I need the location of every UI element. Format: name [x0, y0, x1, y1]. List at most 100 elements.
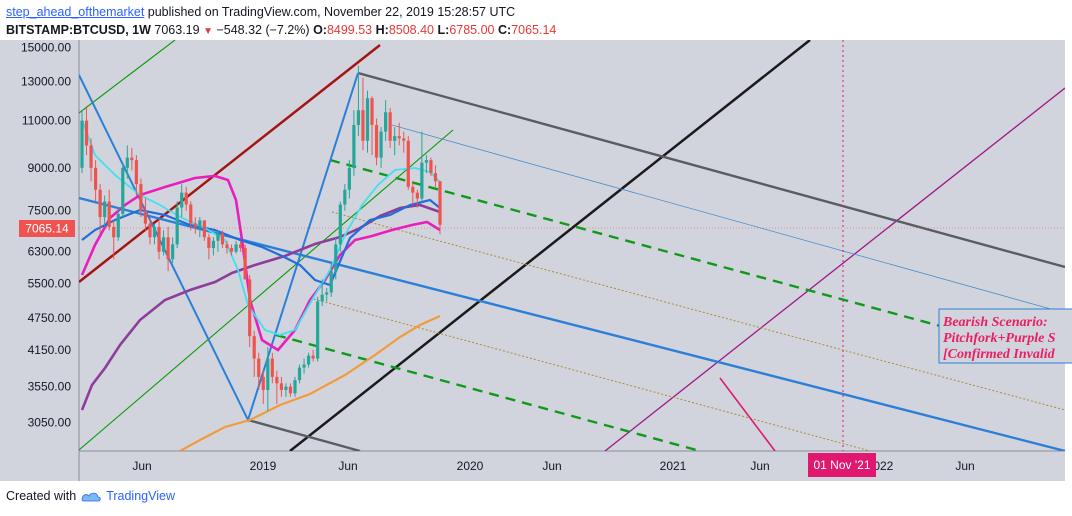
low-label: L:	[437, 23, 450, 37]
dotted-line-2	[309, 297, 871, 451]
candle-body	[143, 210, 148, 224]
candle	[424, 155, 429, 174]
pitchfork-lower	[247, 418, 361, 451]
candle	[347, 160, 351, 199]
tradingview-brand-link[interactable]: TradingView	[106, 489, 175, 503]
candle	[433, 165, 438, 187]
candle	[193, 217, 197, 234]
candle-body	[424, 160, 429, 163]
x-tick-label: Jun	[955, 459, 974, 473]
x-tick-label: 2019	[250, 459, 277, 473]
candle	[429, 157, 433, 176]
y-tick-label: 3050.00	[28, 415, 72, 429]
candle-body	[93, 167, 98, 190]
annotation-line-3: [Confirmed Invalid	[943, 347, 1056, 362]
candle-body	[411, 186, 415, 193]
candle	[207, 233, 211, 260]
candle	[374, 118, 379, 166]
pitchfork-upper	[357, 71, 1065, 269]
candle-body	[402, 138, 406, 141]
candle-body	[130, 157, 134, 161]
candle	[370, 96, 374, 156]
candle	[397, 122, 401, 146]
candle	[316, 296, 320, 362]
x-tick-label: 2020	[457, 459, 484, 473]
candle-body	[433, 173, 438, 182]
candle-body	[148, 223, 152, 238]
candle	[121, 162, 125, 218]
candle-body	[175, 207, 179, 245]
candle	[302, 358, 306, 374]
candle-body	[320, 294, 324, 302]
candle	[103, 195, 107, 227]
y-tick-label: 11000.00	[22, 114, 71, 128]
open-label: O:	[313, 23, 327, 37]
candle-body	[384, 112, 388, 132]
candle-body	[365, 98, 370, 141]
candle	[288, 383, 293, 397]
candle	[189, 201, 193, 231]
green-dashed-median-lower	[275, 333, 701, 451]
candle-body	[356, 110, 361, 125]
candle-body	[275, 376, 279, 384]
candle	[384, 100, 388, 141]
y-tick-label: 5500.00	[28, 277, 72, 291]
candle	[334, 237, 338, 280]
candle-body	[189, 204, 193, 224]
candle-body	[257, 358, 261, 377]
y-tick-label: 13000.00	[21, 74, 71, 88]
time-axis-background	[0, 451, 1065, 481]
y-axis-ticks: 15000.00 13000.00 11000.00 9000.00 7500.00 63…	[21, 41, 71, 430]
candle-body	[279, 383, 283, 390]
candle	[261, 370, 265, 404]
candle-body	[134, 160, 138, 185]
candle-body	[306, 355, 311, 365]
candle-body	[438, 181, 442, 225]
candle	[225, 240, 229, 254]
candle	[130, 147, 134, 171]
created-with-label: Created with	[6, 489, 77, 503]
candle-body	[388, 112, 392, 141]
candle-body	[198, 220, 202, 227]
candle	[234, 240, 238, 254]
y-tick-label: 15000.00	[21, 41, 71, 55]
x-tick-label: Jun	[750, 459, 769, 473]
candle	[275, 370, 279, 404]
candle-body	[316, 301, 320, 359]
candle	[343, 184, 347, 211]
candle-body	[374, 124, 379, 158]
y-tick-label: 4150.00	[28, 343, 72, 357]
author-link[interactable]: step_ahead_ofthemarket	[6, 5, 145, 19]
published-text: published on TradingView.com, November 2…	[147, 5, 516, 19]
y-tick-label: 4750.00	[28, 311, 72, 325]
candle	[320, 279, 324, 307]
candle	[306, 352, 311, 368]
candle-body	[352, 124, 356, 168]
high-value: 8508.40	[388, 23, 435, 37]
date-badge-bg	[808, 453, 876, 477]
candle-body	[112, 226, 116, 238]
price-change: −548.32 (−7.2%)	[216, 23, 310, 37]
y-tick-label: 3550.00	[28, 380, 72, 394]
candle	[293, 376, 297, 397]
candle	[325, 287, 329, 302]
candle	[93, 160, 98, 202]
candle-body	[338, 204, 342, 245]
bearish-annotation[interactable]: Bearish Scenario: Pitchfork+Purple S [Co…	[938, 308, 1072, 364]
candle	[393, 127, 397, 156]
y-tick-label: 9000.00	[28, 161, 72, 175]
candle	[415, 189, 419, 208]
candle-body	[225, 244, 229, 249]
candle	[125, 145, 129, 179]
candle	[202, 220, 206, 241]
y-tick-label: 7500.00	[28, 204, 72, 218]
annotation-line-2: Pitchfork+Purple S	[943, 331, 1056, 346]
candle	[411, 181, 415, 205]
candle	[175, 201, 179, 249]
candle	[161, 230, 166, 256]
candle	[211, 237, 216, 256]
candle-body	[302, 364, 306, 368]
candle	[388, 108, 392, 148]
candle	[112, 220, 116, 260]
